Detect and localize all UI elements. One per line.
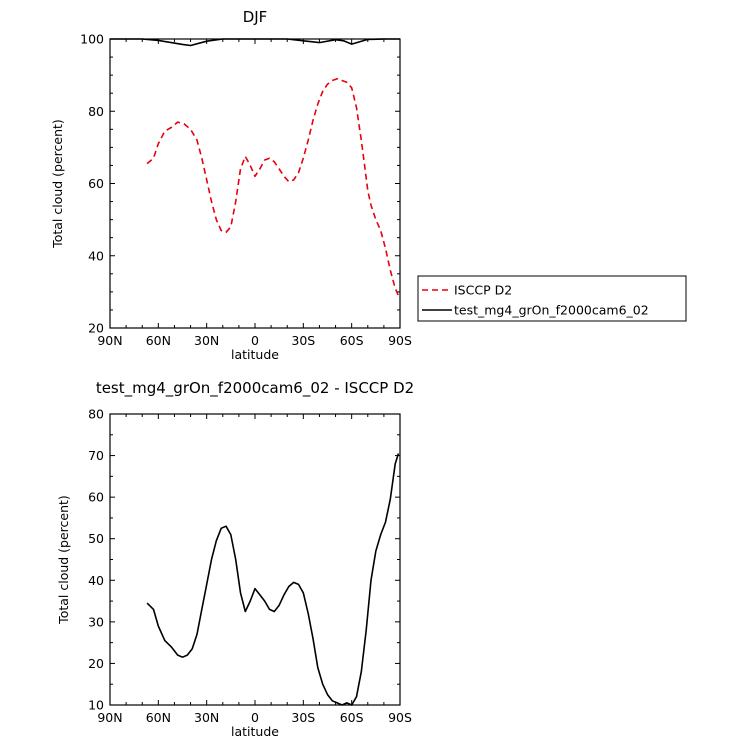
series-line-1 — [146, 453, 400, 706]
y-tick-label: 40 — [88, 573, 104, 588]
x-tick-label: 90S — [388, 333, 412, 348]
x-tick-label: 30N — [194, 333, 219, 348]
x-tick-label: 0 — [251, 333, 259, 348]
plot-frame — [109, 38, 401, 329]
bottom-panel-difference: 90N 60N 30N 0 30S 60S 90S 10 20 30 40 50 60 70 80 test_… — [56, 379, 414, 739]
y-tick-label: 20 — [88, 656, 104, 671]
x-tick-label: 30S — [291, 333, 315, 348]
x-tick-label: 60N — [146, 333, 171, 348]
x-tick-label: 30S — [291, 710, 315, 725]
legend-label-1: ISCCP D2 — [454, 283, 512, 298]
y-axis-title: Total cloud (percent) — [56, 495, 71, 625]
y-tick-label: 10 — [88, 698, 104, 713]
y-tick-label: 60 — [88, 490, 104, 505]
x-axis-title: latitude — [231, 347, 279, 362]
x-tick-label: 90N — [97, 710, 122, 725]
plot-frame — [109, 413, 401, 706]
plot-title: test_mg4_grOn_f2000cam6_02 - ISCCP D2 — [96, 379, 414, 398]
y-tick-label: 50 — [88, 531, 104, 546]
y-tick-label: 70 — [88, 448, 104, 463]
series-line-1 — [146, 77, 400, 296]
y-tick-label: 20 — [88, 321, 104, 336]
y-axis-title: Total cloud (percent) — [50, 119, 65, 249]
y-tick-label: 100 — [80, 32, 104, 47]
y-tick-label: 30 — [88, 614, 104, 629]
x-tick-label: 0 — [251, 710, 259, 725]
legend: ISCCP D2 test_mg4_grOn_f2000cam6_02 — [417, 275, 687, 322]
x-tick-label: 60S — [340, 710, 364, 725]
y-tick-label: 40 — [88, 248, 104, 263]
series-line-2 — [110, 38, 400, 47]
plot-title: DJF — [243, 8, 268, 26]
x-axis-title: latitude — [231, 724, 279, 739]
y-tick-label: 60 — [88, 176, 104, 191]
y-tick-label: 80 — [88, 104, 104, 119]
legend-box — [417, 275, 687, 322]
x-tick-label: 90N — [97, 333, 122, 348]
y-tick-label: 80 — [88, 407, 104, 422]
x-tick-label: 90S — [388, 710, 412, 725]
legend-label-2: test_mg4_grOn_f2000cam6_02 — [454, 303, 649, 318]
top-panel-djf: 90N 60N 30N 0 30S 60S 90S 20 40 60 80 100 DJF latitud… — [50, 8, 412, 362]
x-tick-label: 30N — [194, 710, 219, 725]
x-tick-label: 60N — [146, 710, 171, 725]
x-tick-label: 60S — [340, 333, 364, 348]
